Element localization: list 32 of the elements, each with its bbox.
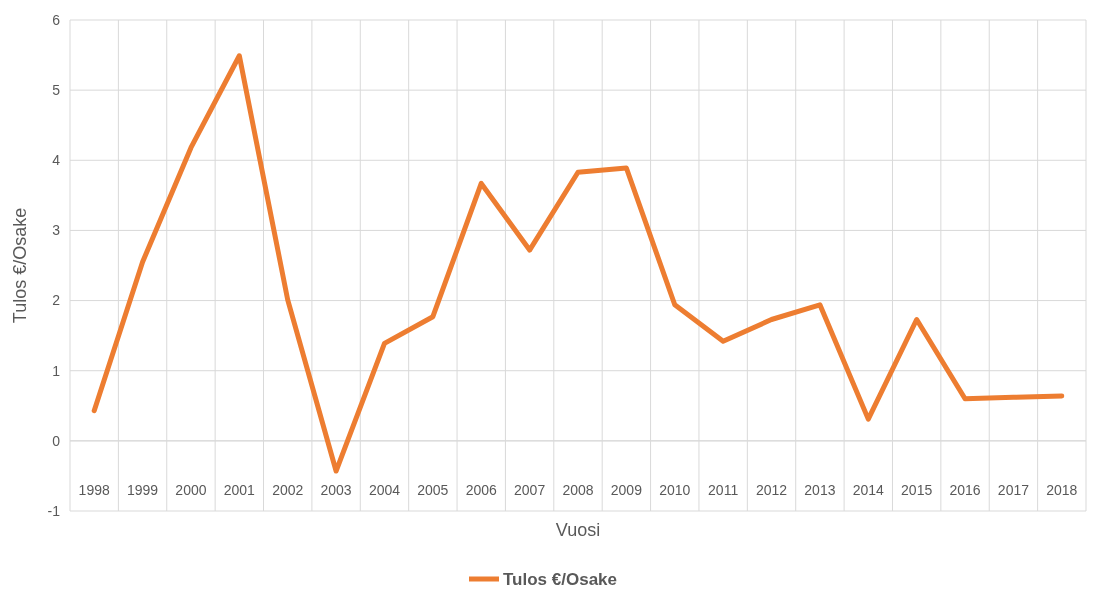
x-tick-label: 2013 <box>804 481 836 498</box>
x-tick-label: 2010 <box>659 481 691 498</box>
x-tick-label: 2017 <box>997 481 1030 498</box>
x-tick-label: 2006 <box>465 481 498 498</box>
y-axis-title: Tulos €/Osake <box>10 207 30 324</box>
x-tick-label: 1999 <box>126 481 159 498</box>
y-tick-label: 2 <box>52 292 61 309</box>
x-tick-label: 2015 <box>901 481 933 498</box>
x-tick-label: 2003 <box>320 481 352 498</box>
x-tick-label: 2002 <box>272 481 304 498</box>
y-tick-label: 6 <box>52 11 61 28</box>
x-axis-title: Vuosi <box>555 520 601 540</box>
x-tick-label: 2007 <box>514 481 546 498</box>
x-tick-label: 2001 <box>223 481 256 498</box>
x-tick-label: 2011 <box>708 481 739 498</box>
x-tick-label: 2009 <box>610 481 643 498</box>
x-tick-label: 2014 <box>852 481 885 498</box>
y-tick-label: -1 <box>47 502 61 519</box>
x-tick-label: 2004 <box>368 481 401 498</box>
x-tick-label: 2018 <box>1046 481 1078 498</box>
y-tick-label: 4 <box>52 152 61 169</box>
x-tick-label: 2005 <box>417 481 449 498</box>
y-tick-label: 1 <box>52 362 61 379</box>
x-tick-label: 2008 <box>562 481 594 498</box>
y-tick-label: 3 <box>52 222 61 239</box>
y-tick-label: 0 <box>52 432 61 449</box>
x-tick-label: 2000 <box>175 481 207 498</box>
y-tick-label: 5 <box>52 82 61 99</box>
legend-label: Tulos €/Osake <box>503 569 618 589</box>
x-tick-label: 1998 <box>78 481 110 498</box>
x-tick-label: 2016 <box>949 481 981 498</box>
x-tick-label: 2012 <box>755 481 788 498</box>
